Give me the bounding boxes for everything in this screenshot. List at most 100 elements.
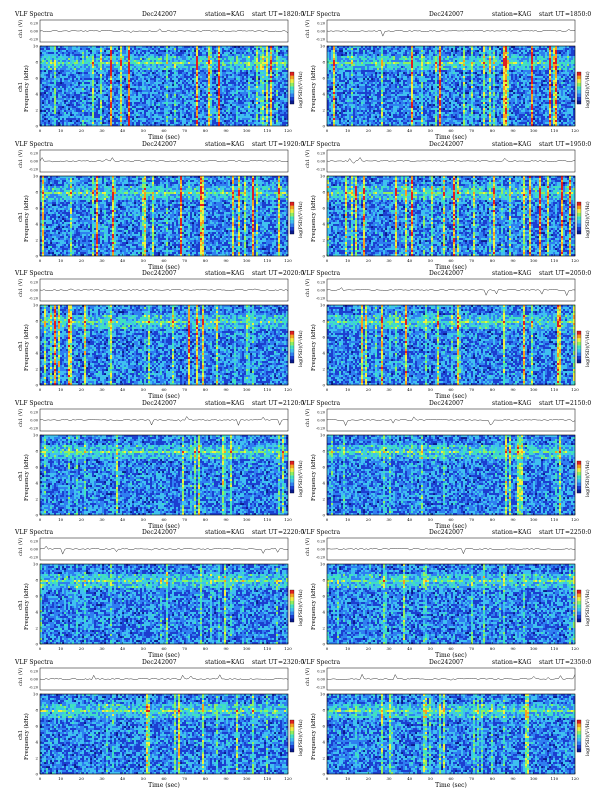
- spectrogram-cell: [54, 104, 56, 106]
- spectrogram-cell: [60, 76, 62, 78]
- spectrogram-cell: [40, 56, 42, 58]
- spectrogram-cell: [48, 72, 50, 74]
- spectrogram-cell: [66, 88, 68, 90]
- spectrogram-cell: [56, 72, 58, 74]
- spectrogram-cell: [64, 92, 66, 94]
- spectrogram-cell: [40, 98, 42, 100]
- spectrogram-cell: [54, 84, 56, 86]
- spectrogram-cell: [40, 112, 42, 114]
- spectrogram-cell: [44, 94, 46, 96]
- spectrogram-cell: [64, 122, 66, 124]
- spectrogram-cell: [44, 98, 46, 100]
- spectrogram-cell: [66, 100, 68, 102]
- spectrogram-cell: [46, 114, 48, 116]
- spectrogram-cell: [62, 112, 64, 114]
- spectrogram-cell: [52, 78, 54, 80]
- spectrogram-cell: [62, 60, 64, 62]
- spectrogram-cell: [54, 114, 56, 116]
- spectrogram-cell: [46, 66, 48, 68]
- spectrogram-cell: [58, 106, 60, 108]
- spectrogram-cell: [56, 76, 58, 78]
- spectrogram-cell: [68, 80, 70, 82]
- spectrogram-cell: [54, 90, 56, 92]
- spectrogram-cell: [68, 118, 70, 120]
- spectrogram-cell: [68, 62, 70, 64]
- spectrogram-cell: [62, 64, 64, 66]
- spectrogram-cell: [56, 116, 58, 118]
- spectrogram-cell: [60, 48, 62, 50]
- spectrogram-cell: [46, 112, 48, 114]
- spectrogram-cell: [46, 80, 48, 82]
- spectrogram-cell: [62, 92, 64, 94]
- spectrogram-cell: [42, 70, 44, 72]
- spectrogram-cell: [50, 114, 52, 116]
- spectrogram-cell: [44, 74, 46, 76]
- spectrogram-cell: [68, 94, 70, 96]
- spectrogram-cell: [48, 90, 50, 92]
- spectrogram-cell: [66, 122, 68, 124]
- spectrogram-cell: [62, 54, 64, 56]
- spectrogram-cell: [64, 106, 66, 108]
- spectrogram-cell: [56, 48, 58, 50]
- spectrogram-cell: [64, 70, 66, 72]
- spectrogram-cell: [60, 46, 62, 48]
- spectrogram-cell: [50, 84, 52, 86]
- spectrogram-cell: [46, 84, 48, 86]
- spectrogram-cell: [52, 80, 54, 82]
- spectrogram-cell: [46, 108, 48, 110]
- spectrogram-cell: [40, 106, 42, 108]
- spectrogram-cell: [50, 74, 52, 76]
- spectrogram-cell: [40, 48, 42, 50]
- spectrogram-cell: [50, 76, 52, 78]
- spectrogram-cell: [40, 78, 42, 80]
- spectrogram-cell: [60, 104, 62, 106]
- spectrogram-cell: [64, 94, 66, 96]
- spectrogram-cell: [42, 64, 44, 66]
- spectrogram-cell: [42, 114, 44, 116]
- spectrogram-cell: [40, 84, 42, 86]
- panel-title: VLF Spectra: [14, 11, 54, 18]
- spectrogram-cell: [44, 78, 46, 80]
- spectrogram-cell: [64, 46, 66, 48]
- spectrogram-cell: [42, 112, 44, 114]
- spectrogram-cell: [48, 114, 50, 116]
- spectrogram-cell: [40, 116, 42, 118]
- spectrogram-cell: [62, 84, 64, 86]
- spectrogram-cell: [42, 104, 44, 106]
- spectrogram-cell: [48, 68, 50, 70]
- spectrogram-cell: [68, 114, 70, 116]
- spectrogram-cell: [50, 92, 52, 94]
- spectrogram-cell: [58, 94, 60, 96]
- spectrogram-cell: [62, 50, 64, 52]
- spectrogram-cell: [68, 86, 70, 88]
- spectrogram-cell: [46, 82, 48, 84]
- spectrogram-cell: [54, 64, 56, 66]
- spectrogram-cell: [66, 114, 68, 116]
- spectrogram-cell: [56, 102, 58, 104]
- spectrogram-cell: [58, 58, 60, 60]
- spectrogram-cell: [44, 122, 46, 124]
- spectrogram-cell: [62, 94, 64, 96]
- spectrogram-cell: [48, 94, 50, 96]
- spectrogram-cell: [50, 64, 52, 66]
- spectrogram-cell: [56, 96, 58, 98]
- spectrogram-cell: [42, 92, 44, 94]
- spectrogram-cell: [40, 120, 42, 122]
- spectrogram-cell: [60, 74, 62, 76]
- spectrogram-cell: [48, 102, 50, 104]
- spectrogram-cell: [68, 110, 70, 112]
- spectrogram-cell: [52, 92, 54, 94]
- spectrogram-cell: [66, 66, 68, 68]
- spectrogram-cell: [46, 102, 48, 104]
- spectrogram-cell: [60, 66, 62, 68]
- spectrogram-cell: [60, 78, 62, 80]
- spectrogram-cell: [60, 96, 62, 98]
- spectrogram-cell: [64, 108, 66, 110]
- spectrogram-cell: [46, 50, 48, 52]
- spectrogram-cell: [52, 116, 54, 118]
- spectrogram-cell: [44, 62, 46, 64]
- spectrogram-cell: [40, 94, 42, 96]
- spectrogram-cell: [68, 112, 70, 114]
- spectrogram-cell: [62, 96, 64, 98]
- spectrogram-cell: [44, 100, 46, 102]
